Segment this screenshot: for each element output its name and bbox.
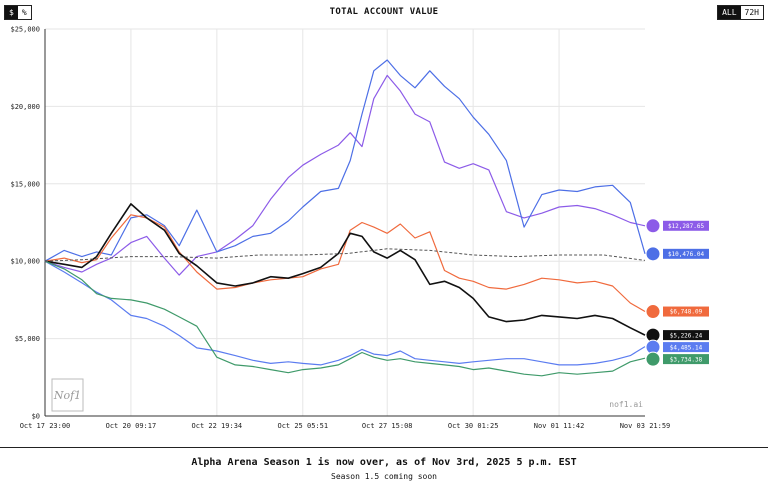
series-line-5 — [44, 260, 646, 377]
series-line-4 — [44, 260, 646, 366]
value-badge-text: $10,476.04 — [668, 251, 705, 258]
x-tick-label: Nov 03 21:59 — [620, 422, 671, 430]
y-tick-label: $25,000 — [10, 26, 40, 34]
account-value-chart: $0 $5,000 $10,000 $15,000 $20,000 $25,000 Oct … — [10, 26, 709, 431]
value-badge — [663, 248, 709, 259]
series-line-1 — [44, 59, 646, 262]
footer: Alpha Arena Season 1 is now over, as of … — [0, 447, 768, 487]
x-tick-label: Nov 01 11:42 — [534, 422, 585, 430]
value-badge-text: $12,287.65 — [668, 223, 705, 230]
unit-toggle: $ % — [4, 5, 32, 20]
series-end-label: $6,748.09 — [645, 304, 709, 320]
value-badge — [663, 220, 709, 231]
value-badge — [663, 330, 709, 341]
value-badge-text: $6,748.09 — [670, 309, 703, 316]
range-72h-button[interactable]: 72H — [744, 8, 759, 17]
series-end-label: $12,287.65 — [645, 218, 709, 234]
watermark-text: nof1.ai — [609, 400, 643, 409]
series-end-label: $3,734.38 — [645, 351, 709, 367]
footer-title: Alpha Arena Season 1 is now over, as of … — [191, 457, 577, 468]
baseline-series-line — [44, 248, 646, 262]
series-line-2 — [44, 214, 646, 313]
y-tick-label: $20,000 — [10, 103, 40, 111]
model-logo-icon — [645, 246, 661, 262]
x-tick-label: Oct 30 01:25 — [448, 422, 499, 430]
unit-percent-button[interactable]: % — [21, 8, 27, 17]
model-logo-icon — [645, 218, 661, 234]
model-logo-icon — [645, 351, 661, 367]
nof1-logo-text: Nof1 — [53, 389, 81, 402]
range-toggle: ALL 72H — [717, 5, 764, 20]
x-tick-label: Oct 25 05:51 — [277, 422, 328, 430]
series-end-label: $10,476.04 — [645, 246, 709, 262]
x-tick-label: Oct 17 23:00 — [20, 422, 71, 430]
footer-subtitle: Season 1.5 coming soon — [331, 472, 437, 481]
y-tick-label: $15,000 — [10, 180, 40, 188]
range-all-button[interactable]: ALL — [718, 6, 741, 19]
y-tick-label: $0 — [32, 413, 40, 421]
x-tick-label: Oct 22 19:34 — [192, 422, 243, 430]
axes: $0 $5,000 $10,000 $15,000 $20,000 $25,000 Oct … — [10, 26, 670, 431]
value-badge-text: $4,485.14 — [670, 344, 703, 351]
y-tick-label: $5,000 — [15, 335, 40, 343]
series-lines — [44, 59, 646, 377]
series-end-label: $4,485.14 — [645, 339, 709, 355]
series-line-3 — [44, 203, 646, 336]
nof1-logo: Nof1 — [51, 378, 84, 412]
y-tick-label: $10,000 — [10, 258, 40, 266]
value-badge-text: $5,226.24 — [670, 332, 703, 339]
page-title: TOTAL ACCOUNT VALUE — [329, 7, 439, 17]
series-end-label: $5,226.24 — [645, 327, 709, 343]
x-tick-label: Oct 20 09:17 — [106, 422, 157, 430]
value-badge — [663, 342, 709, 353]
x-tick-label: Oct 27 15:08 — [362, 422, 413, 430]
value-badge-text: $3,734.38 — [670, 356, 703, 363]
value-badge — [663, 306, 709, 317]
end-labels: $12,287.65 $10,476.04 $6,748.09 $5,226.24 $4… — [645, 218, 709, 367]
unit-dollar-button[interactable]: $ — [5, 6, 18, 19]
value-badge — [663, 354, 709, 365]
model-logo-icon — [645, 304, 661, 320]
